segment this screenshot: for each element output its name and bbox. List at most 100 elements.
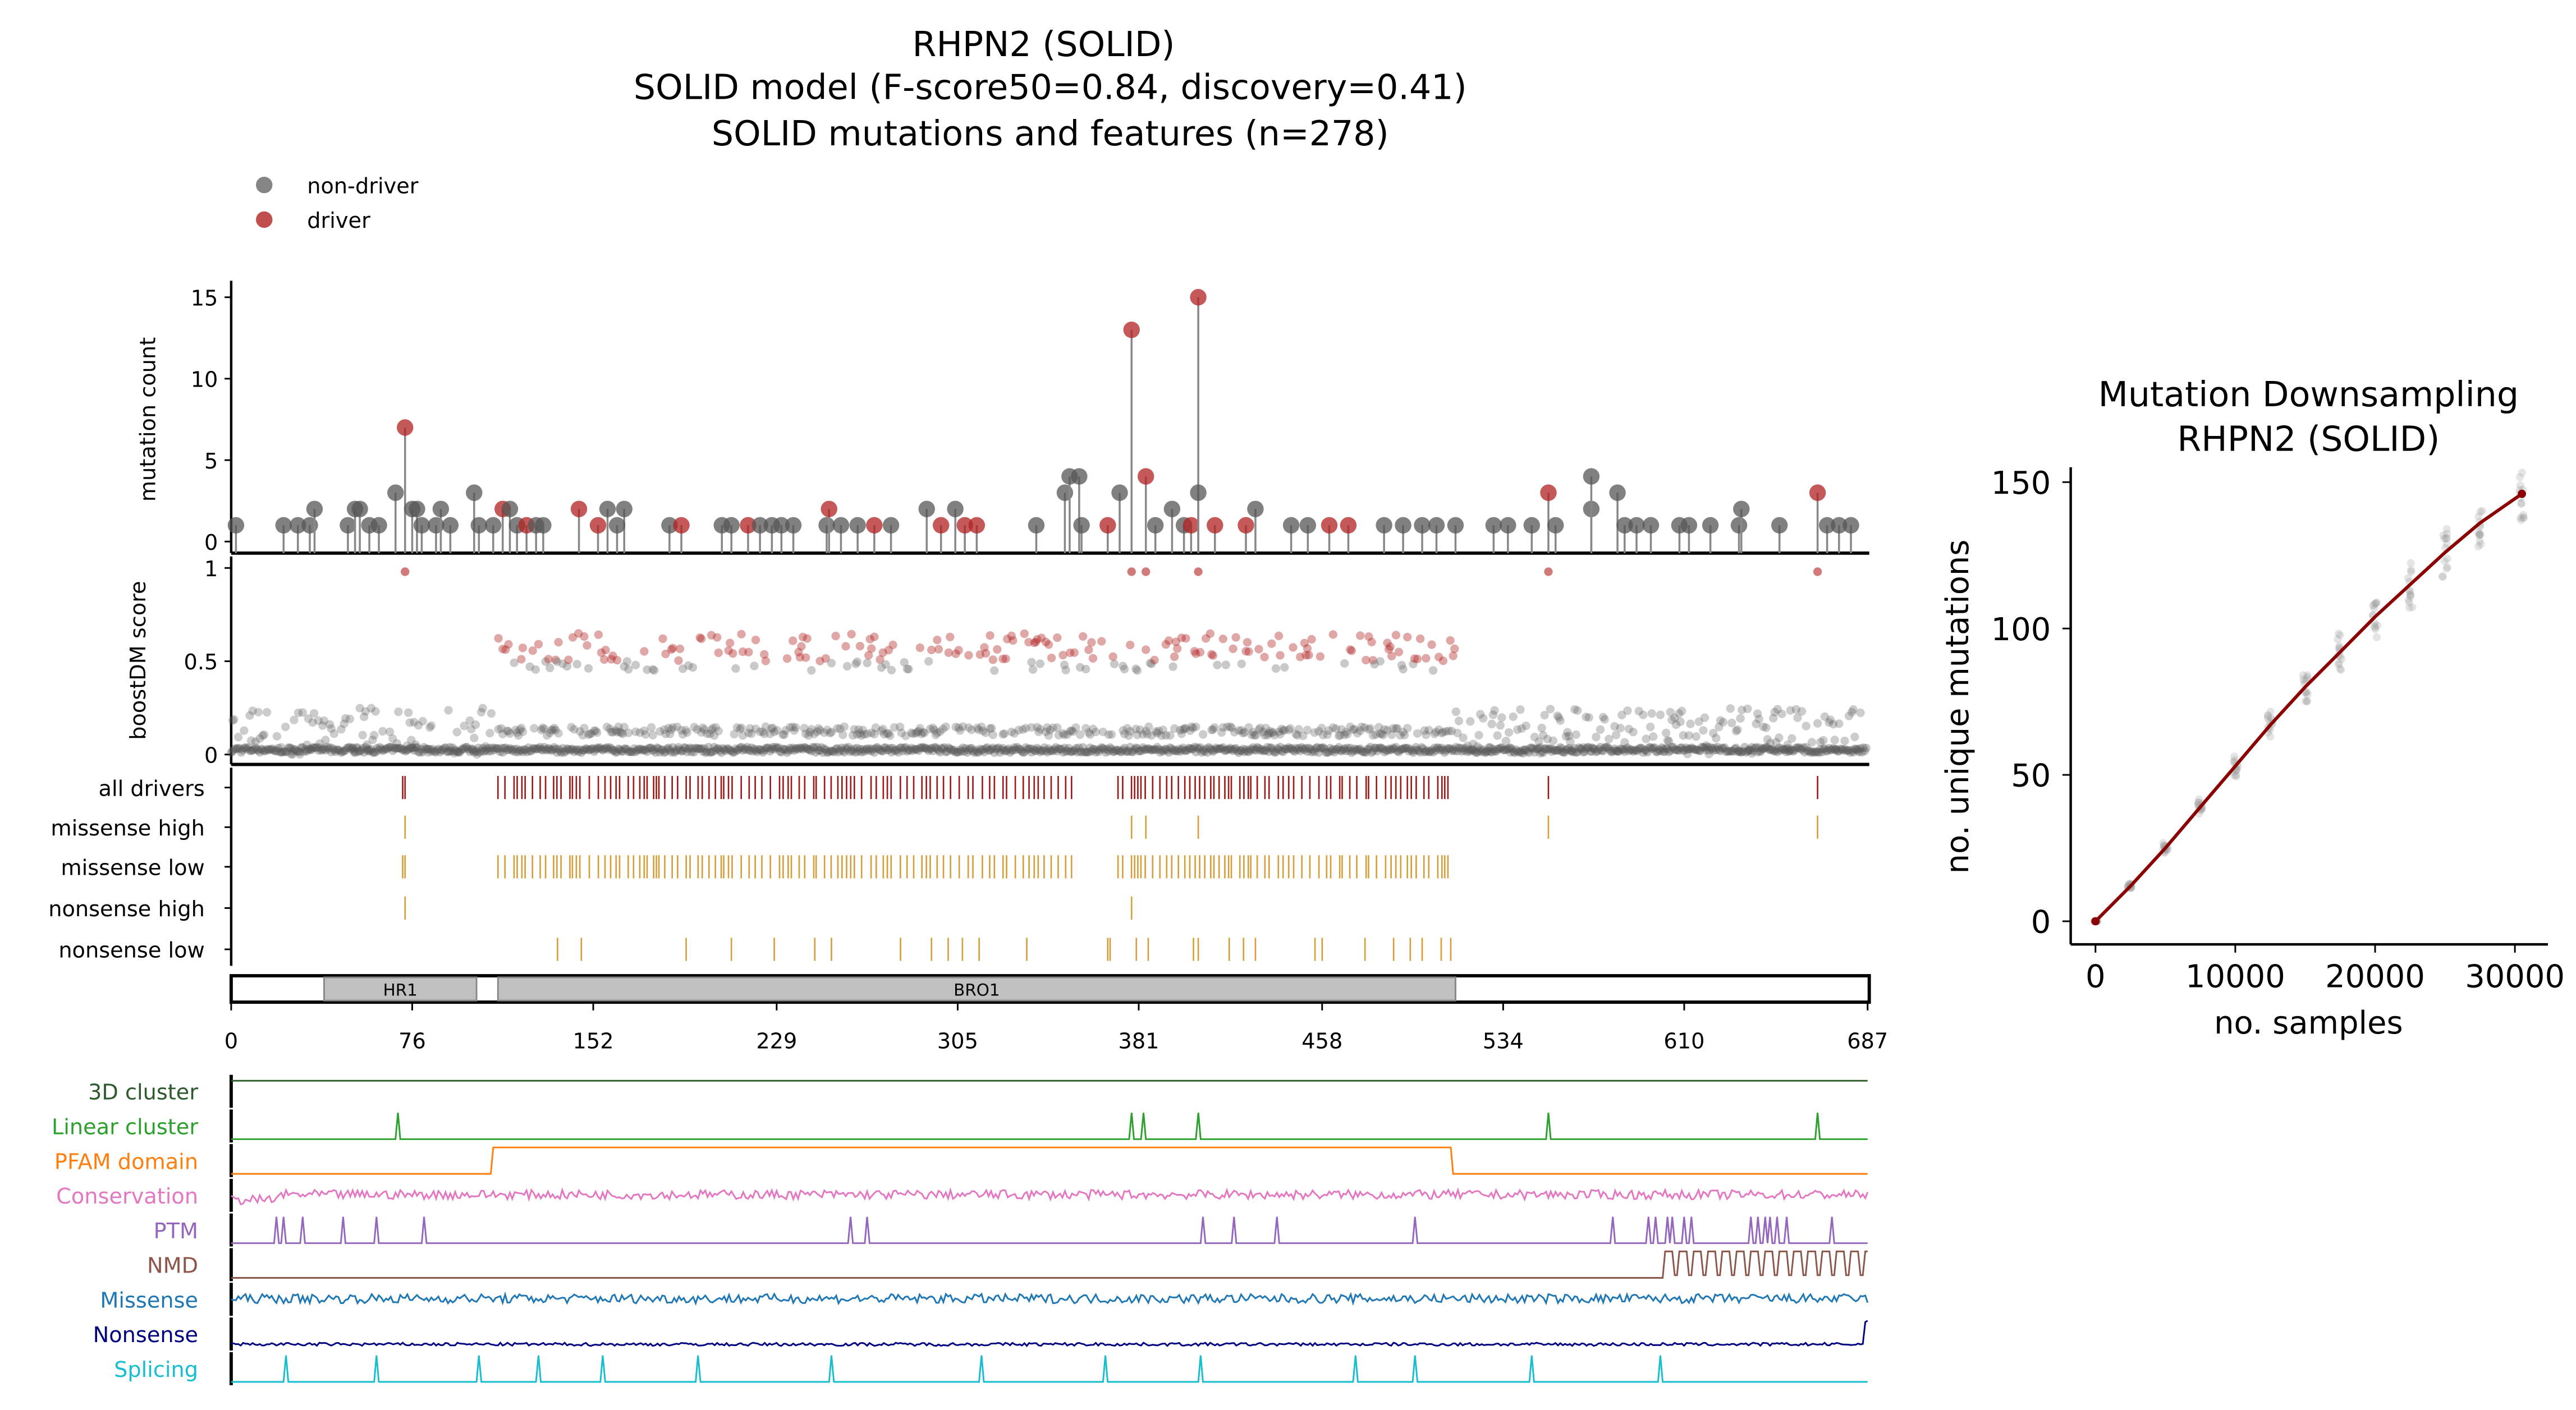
- score-point: [1299, 744, 1308, 754]
- feature-label: Linear cluster: [52, 1115, 198, 1140]
- x-tick-label: 381: [1118, 1028, 1159, 1054]
- score-point: [551, 745, 560, 754]
- driver-score-point: [580, 632, 589, 641]
- score-point: [1409, 659, 1418, 669]
- score-point: [1474, 746, 1483, 755]
- driver-score-point: [1315, 652, 1325, 661]
- non-driver-point: [466, 484, 483, 501]
- score-point: [302, 747, 311, 756]
- score-point: [593, 728, 602, 737]
- feature-line: [231, 1146, 1868, 1175]
- score-point: [1674, 709, 1684, 718]
- driver-score-point: [601, 645, 610, 655]
- score-point: [1289, 746, 1298, 755]
- score-point: [690, 747, 699, 757]
- score-point: [838, 730, 847, 740]
- score-point: [1564, 732, 1574, 741]
- score-point: [897, 743, 906, 752]
- score-point: [1353, 745, 1362, 754]
- driver-score-point: [1058, 650, 1067, 660]
- score-point: [1496, 743, 1505, 752]
- score-point: [990, 666, 999, 675]
- score-point: [1460, 746, 1469, 755]
- score-point: [1255, 746, 1265, 755]
- driver-score-point: [847, 630, 856, 639]
- driver-score-point: [1307, 635, 1316, 644]
- score-point: [269, 746, 278, 755]
- score-point: [1424, 725, 1433, 734]
- score-point: [444, 706, 453, 715]
- score-point: [1513, 725, 1522, 734]
- replicate-point: [2372, 633, 2381, 641]
- score-point: [1504, 744, 1514, 753]
- driver-score-point: [528, 646, 537, 655]
- score-point: [1124, 747, 1133, 756]
- score-point: [496, 747, 505, 756]
- driver-score-point: [737, 630, 746, 639]
- score-point: [1550, 746, 1559, 755]
- score-point: [572, 745, 581, 754]
- score-point: [1634, 744, 1643, 753]
- x-tick-label: 610: [1663, 1028, 1704, 1054]
- score-point: [498, 729, 507, 738]
- score-point: [1671, 720, 1681, 729]
- score-point: [368, 735, 377, 745]
- score-point: [934, 746, 943, 755]
- score-point: [757, 746, 766, 755]
- driver-score-point: [1001, 654, 1010, 663]
- score-point: [975, 745, 984, 754]
- score-point: [1555, 713, 1564, 722]
- score-point: [980, 747, 989, 756]
- driver-score-point: [640, 647, 649, 656]
- score-point: [978, 745, 988, 754]
- non-driver-point: [1609, 484, 1626, 501]
- score-point: [954, 747, 963, 757]
- score-point: [1483, 746, 1492, 755]
- score-point: [944, 743, 953, 752]
- score-point: [1147, 731, 1156, 740]
- score-point: [1103, 745, 1112, 754]
- score-point: [329, 745, 338, 755]
- score-point: [1144, 744, 1153, 753]
- score-point: [697, 744, 706, 753]
- score-point: [750, 662, 759, 670]
- score-point: [1374, 723, 1383, 732]
- score-point: [368, 748, 377, 757]
- score-point: [535, 743, 544, 752]
- score-point: [588, 744, 597, 753]
- score-point: [1519, 748, 1528, 758]
- score-point: [717, 748, 726, 757]
- score-point: [1573, 747, 1582, 757]
- score-point: [1017, 746, 1026, 756]
- x-tick-label: 30000: [2465, 959, 2565, 995]
- score-point: [1539, 731, 1548, 740]
- driver-point: [1340, 517, 1357, 534]
- score-point: [552, 657, 562, 666]
- score-point: [682, 747, 691, 756]
- score-point: [774, 743, 783, 752]
- score-point: [378, 746, 387, 755]
- score-point: [860, 730, 869, 739]
- score-point: [1830, 736, 1839, 745]
- score-point: [450, 748, 459, 757]
- score-point: [711, 746, 720, 755]
- score-point: [789, 743, 797, 752]
- score-point: [385, 742, 395, 752]
- score-point: [264, 746, 273, 755]
- score-point: [562, 662, 572, 671]
- score-point: [921, 743, 931, 752]
- non-driver-point: [1616, 517, 1633, 534]
- score-point: [1237, 746, 1246, 756]
- score-point: [315, 739, 324, 748]
- score-point: [1434, 744, 1443, 753]
- score-point: [703, 729, 712, 738]
- score-point: [624, 728, 633, 737]
- score-point: [1066, 727, 1075, 736]
- legend-label-driver: driver: [307, 208, 370, 233]
- score-point: [1629, 747, 1638, 756]
- score-point: [1204, 743, 1213, 752]
- score-point: [1482, 748, 1491, 757]
- driver-score-point: [1438, 656, 1448, 665]
- score-point: [420, 743, 429, 752]
